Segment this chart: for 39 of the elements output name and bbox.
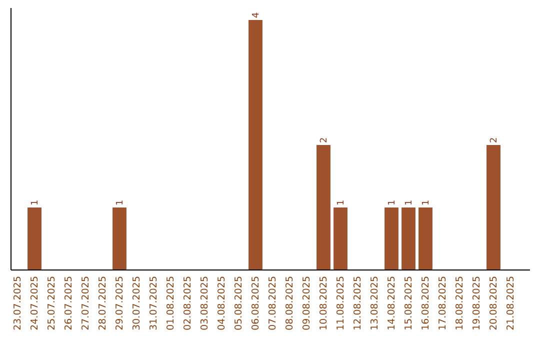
data-label: 1	[388, 200, 398, 206]
x-tick-label: 02.08.2025	[182, 276, 194, 330]
x-tick-label: 09.08.2025	[302, 276, 312, 330]
x-tick-label: 25.07.2025	[46, 276, 58, 330]
x-tick-label: 27.07.2025	[80, 276, 92, 330]
x-tick-label: 05.08.2025	[234, 276, 244, 330]
x-tick-label: 14.08.2025	[386, 276, 398, 330]
x-tick-label: 21.08.2025	[506, 276, 516, 330]
x-tick-label: 18.08.2025	[454, 276, 466, 330]
x-tick-label: 31.07.2025	[148, 276, 160, 330]
x-tick-label: 03.08.2025	[200, 276, 210, 330]
x-tick-label: 30.07.2025	[132, 276, 142, 330]
x-tick-label: 08.08.2025	[284, 276, 296, 330]
x-tick-label: 29.07.2025	[114, 276, 126, 330]
x-tick-label: 19.08.2025	[472, 276, 482, 330]
x-tick-label: 07.08.2025	[268, 276, 278, 330]
data-label: 1	[30, 200, 40, 206]
x-tick-label: 16.08.2025	[420, 276, 432, 330]
x-tick-label: 26.07.2025	[64, 276, 74, 330]
x-tick-label: 13.08.2025	[370, 276, 380, 330]
data-label: 4	[252, 12, 262, 18]
x-tick-label: 01.08.2025	[166, 276, 176, 330]
data-label: 1	[336, 200, 346, 206]
x-tick-label: 28.07.2025	[98, 276, 108, 330]
x-tick-label: 11.08.2025	[336, 276, 346, 330]
x-tick-label: 06.08.2025	[250, 276, 262, 330]
data-label: 1	[422, 200, 432, 206]
x-tick-label: 23.07.2025	[12, 276, 24, 330]
x-tick-label: 20.08.2025	[488, 276, 500, 330]
x-tick-label: 04.08.2025	[216, 276, 228, 330]
x-tick-label: 10.08.2025	[318, 276, 330, 330]
data-label: 1	[404, 200, 414, 206]
x-tick-label: 17.08.2025	[438, 276, 448, 330]
data-label: 2	[490, 137, 500, 143]
data-label: 2	[320, 137, 330, 143]
x-tick-label: 24.07.2025	[30, 276, 40, 330]
x-tick-label: 12.08.2025	[352, 276, 364, 330]
x-tick-label: 15.08.2025	[404, 276, 414, 330]
data-label: 1	[116, 200, 126, 206]
